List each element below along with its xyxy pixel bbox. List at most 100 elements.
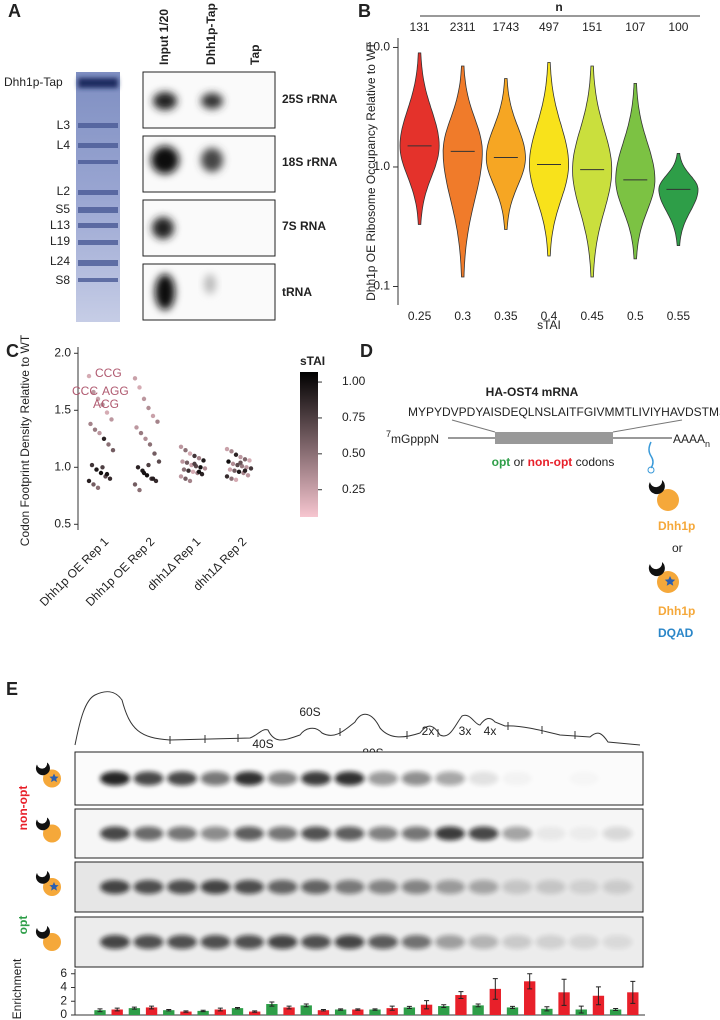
error-bar bbox=[269, 1001, 275, 1007]
error-bar bbox=[183, 1010, 189, 1013]
point bbox=[138, 430, 144, 436]
blot-signal bbox=[100, 826, 130, 841]
error-bar bbox=[200, 1009, 206, 1013]
point bbox=[135, 465, 141, 470]
y-tick-label: 2.0 bbox=[54, 345, 71, 359]
blot-signal bbox=[334, 880, 365, 894]
point bbox=[146, 462, 151, 468]
northern-blots: Input 1/20 Dhh1p-Tap Tap 25S rRNA 18S rR… bbox=[142, 3, 338, 321]
point bbox=[147, 442, 153, 447]
point bbox=[106, 442, 111, 447]
blot-signal bbox=[401, 880, 432, 894]
colorbar-title: sTAI bbox=[300, 354, 325, 368]
bar bbox=[334, 1009, 347, 1015]
x-tick-label: 0.35 bbox=[494, 309, 518, 323]
y-tick-label: 1.0 bbox=[373, 159, 390, 173]
dhh1-icon bbox=[43, 824, 61, 843]
x-axis-title: sTAI bbox=[537, 318, 561, 332]
blot-signal bbox=[267, 826, 298, 841]
point bbox=[229, 449, 234, 454]
codons-label: opt or non-opt codons bbox=[492, 455, 615, 469]
y-tick-label: 10.0 bbox=[367, 40, 391, 54]
bar bbox=[438, 1006, 450, 1015]
star bbox=[49, 882, 59, 891]
gel-label: L3 bbox=[57, 118, 71, 132]
point bbox=[150, 413, 156, 419]
blot-label: tRNA bbox=[282, 285, 312, 299]
peak-label: 2x bbox=[422, 724, 435, 738]
dhh1-icon bbox=[35, 926, 50, 939]
blot-signal bbox=[401, 826, 432, 841]
dhh1-icon bbox=[657, 489, 679, 511]
n-label: 131 bbox=[410, 20, 430, 34]
blot-signal bbox=[234, 880, 264, 894]
x-tick-label: 0.45 bbox=[580, 309, 604, 323]
point bbox=[229, 476, 234, 481]
blot-signal bbox=[334, 826, 365, 841]
point bbox=[95, 396, 101, 402]
point bbox=[233, 477, 239, 483]
error-bar bbox=[389, 1005, 395, 1011]
error-bar bbox=[424, 1000, 430, 1010]
peak-label: 60S bbox=[299, 705, 320, 719]
dhh1-icon bbox=[35, 871, 50, 884]
gel-label: L2 bbox=[57, 184, 71, 198]
lane-label: Dhh1p-Tap bbox=[204, 3, 218, 65]
error-bar bbox=[286, 1005, 292, 1010]
violin bbox=[442, 65, 483, 278]
n-title: n bbox=[555, 0, 562, 14]
bar bbox=[180, 1011, 192, 1015]
codon-annotation: CCC bbox=[72, 384, 98, 398]
row-label: non-opt bbox=[16, 786, 30, 831]
point bbox=[244, 465, 249, 470]
blot-signal bbox=[602, 880, 633, 894]
point bbox=[227, 467, 233, 472]
blot-signal bbox=[234, 935, 264, 949]
blot-signal bbox=[435, 935, 465, 949]
blot-signal bbox=[569, 826, 599, 841]
construct-diagram: HA-OST4 mRNA MYPYDVPDYAISDEQLNSLAITFGIVM… bbox=[386, 385, 720, 640]
violin bbox=[615, 83, 656, 260]
point bbox=[86, 478, 92, 484]
point bbox=[141, 396, 147, 402]
point bbox=[184, 460, 190, 465]
point bbox=[247, 458, 252, 463]
bar bbox=[214, 1009, 226, 1015]
colorbar-tick-label: 0.75 bbox=[342, 410, 366, 424]
point bbox=[110, 447, 116, 453]
colorbar-tick-label: 0.25 bbox=[342, 482, 366, 496]
row-label: opt bbox=[16, 916, 30, 935]
or: or bbox=[514, 455, 525, 469]
colorbar-tick-label: 1.00 bbox=[342, 374, 366, 388]
blot-signal bbox=[535, 880, 566, 894]
bar bbox=[94, 1010, 106, 1015]
blot-signal bbox=[535, 826, 566, 841]
blot-signal bbox=[334, 935, 365, 949]
peak-label: 3x bbox=[459, 724, 472, 738]
blot-signal bbox=[152, 217, 174, 239]
bar bbox=[592, 995, 605, 1015]
point bbox=[86, 373, 92, 379]
error-bar bbox=[303, 1003, 309, 1008]
bar bbox=[266, 1004, 278, 1015]
protein-label: Dhh1p bbox=[658, 604, 695, 618]
dhh1-icon bbox=[35, 762, 50, 776]
point bbox=[132, 482, 138, 487]
blot-signal bbox=[569, 772, 599, 786]
error-bar bbox=[149, 1005, 155, 1010]
blot-signal bbox=[153, 92, 177, 110]
non-opt: non-opt bbox=[528, 455, 573, 469]
profile-trace bbox=[74, 691, 641, 746]
blot-signal bbox=[167, 880, 197, 894]
point bbox=[150, 476, 156, 481]
point bbox=[245, 473, 251, 478]
blot-signal bbox=[602, 826, 633, 841]
blot-signal bbox=[368, 935, 398, 949]
cap: 7mGpppN bbox=[386, 429, 439, 446]
gel: Dhh1p-Tap L3 L4 L2 S5 L13 L19 L24 S8 bbox=[4, 72, 120, 322]
protein-label: Dhh1p bbox=[658, 519, 695, 533]
error-bar bbox=[458, 991, 464, 999]
bar bbox=[420, 1004, 433, 1015]
tail-sub: n bbox=[705, 439, 710, 449]
